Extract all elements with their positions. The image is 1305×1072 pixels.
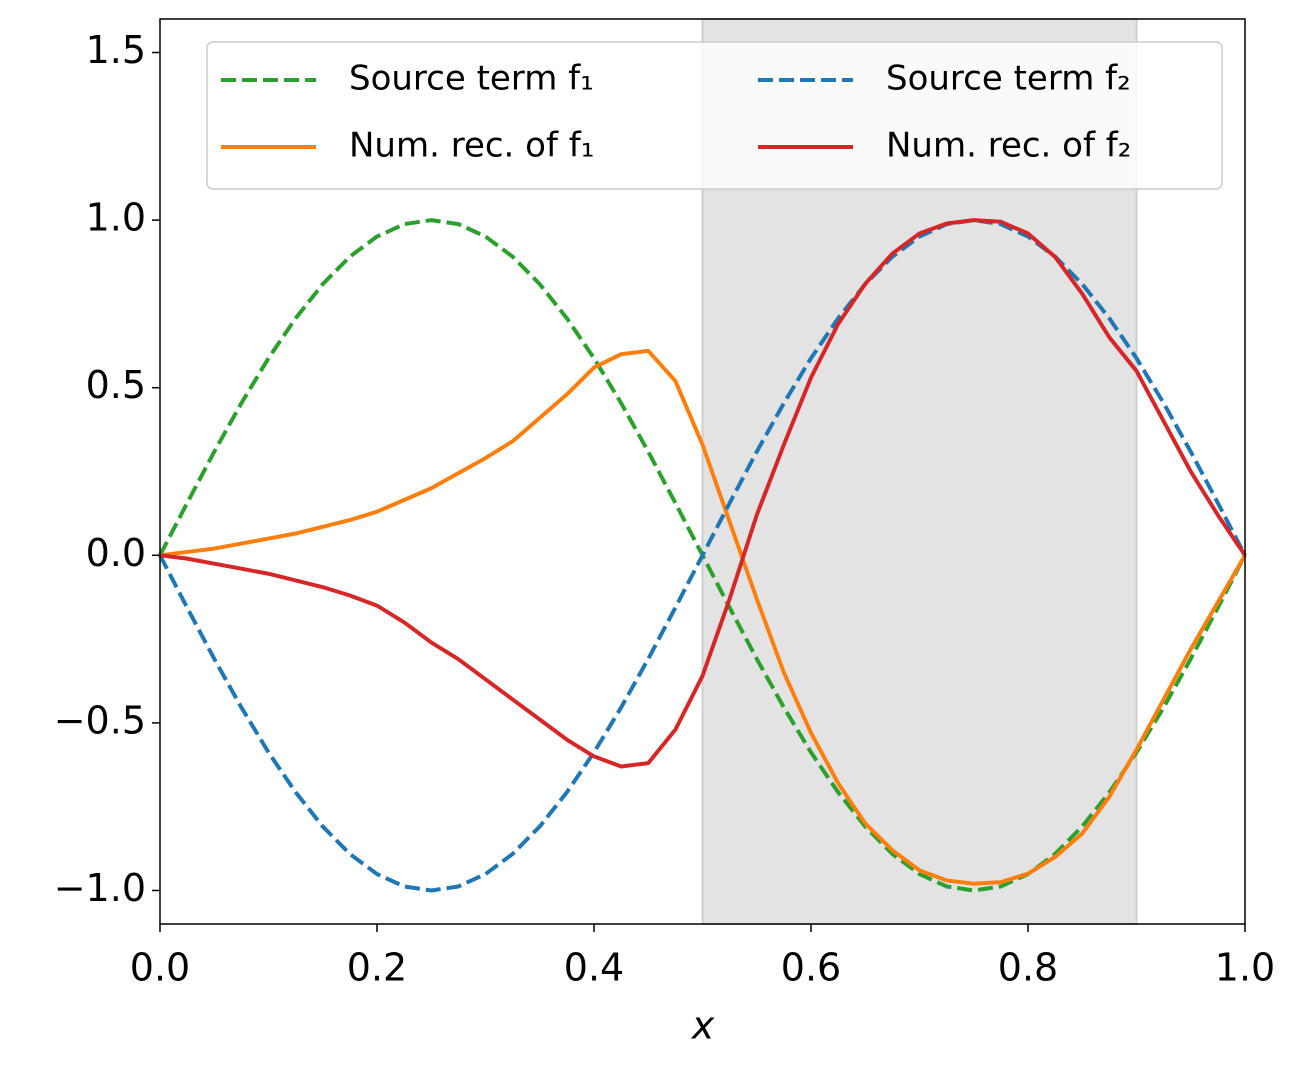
y-tick-label: 0.0 [86,531,146,575]
y-tick-label: −1.0 [54,866,146,910]
y-tick-label: −0.5 [54,698,146,742]
x-tick-label: 0.6 [781,946,841,990]
x-tick-label: 0.2 [347,946,407,990]
x-tick-label: 0.8 [998,946,1058,990]
x-tick-label: 1.0 [1215,946,1275,990]
x-tick-label: 0.0 [130,946,190,990]
line-series [158,218,1247,893]
plot-frame [159,18,1246,925]
y-tick-label: 1.0 [86,196,146,240]
y-tick-label: 1.5 [86,28,146,72]
legend-box [206,41,1223,190]
legend-label: Num. rec. of f₁ [349,126,594,166]
legend-label: Source term f₁ [349,59,594,99]
legend-label: Num. rec. of f₂ [886,126,1131,166]
y-tick-label: 0.5 [86,363,146,407]
x-axis-label: x [691,1004,715,1048]
line-series [159,348,1247,886]
x-tick-label: 0.4 [564,946,624,990]
line-series [159,218,1247,769]
legend-label: Source term f₂ [886,59,1131,99]
